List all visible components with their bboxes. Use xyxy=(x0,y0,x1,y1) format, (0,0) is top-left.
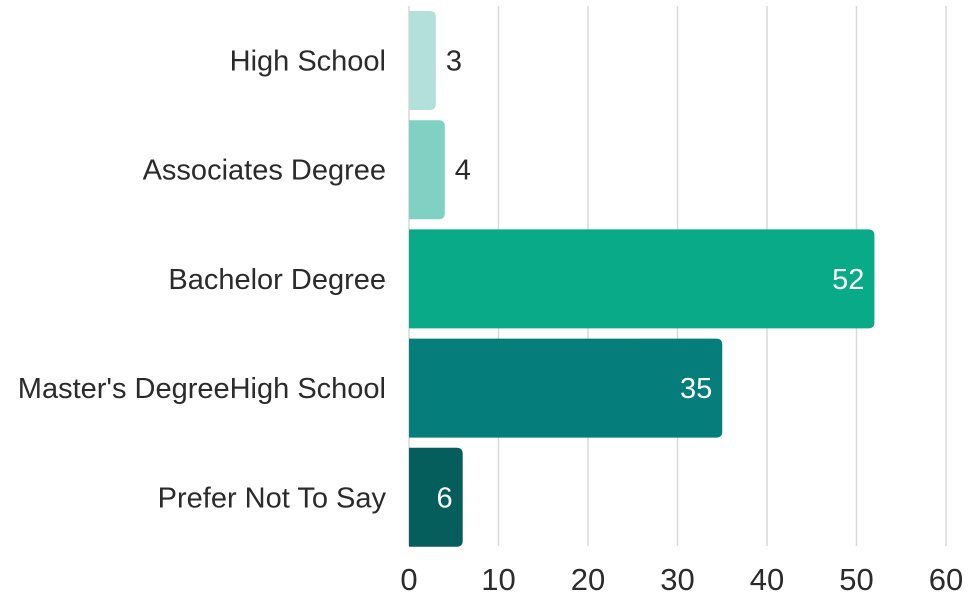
x-tick-label: 10 xyxy=(481,562,515,597)
x-tick-label: 40 xyxy=(750,562,784,597)
data-label: 4 xyxy=(455,155,471,187)
category-label: High School xyxy=(230,46,386,78)
data-label: 3 xyxy=(446,46,462,78)
category-label: Prefer Not To Say xyxy=(158,482,387,514)
bar xyxy=(409,338,723,438)
bar xyxy=(409,229,875,329)
x-tick-label: 30 xyxy=(660,562,694,597)
value-labels: 3 4 52 35 6 xyxy=(437,46,865,515)
category-label: Master's DegreeHigh School xyxy=(18,373,386,405)
x-tick-label: 20 xyxy=(571,562,605,597)
category-label: Associates Degree xyxy=(143,155,386,187)
bar xyxy=(409,11,436,110)
x-axis-ticks: 0 10 20 30 40 50 60 xyxy=(400,562,963,597)
data-label: 52 xyxy=(832,264,864,296)
x-tick-label: 60 xyxy=(929,562,963,597)
data-label: 6 xyxy=(437,482,453,514)
bar xyxy=(409,447,463,547)
data-label: 35 xyxy=(680,373,712,405)
bar xyxy=(409,120,445,220)
category-label: Bachelor Degree xyxy=(168,264,386,296)
category-labels: High School Associates Degree Bachelor Deg… xyxy=(18,46,387,515)
bars xyxy=(409,11,875,547)
x-tick-label: 50 xyxy=(839,562,873,597)
x-tick-label: 0 xyxy=(400,562,417,597)
